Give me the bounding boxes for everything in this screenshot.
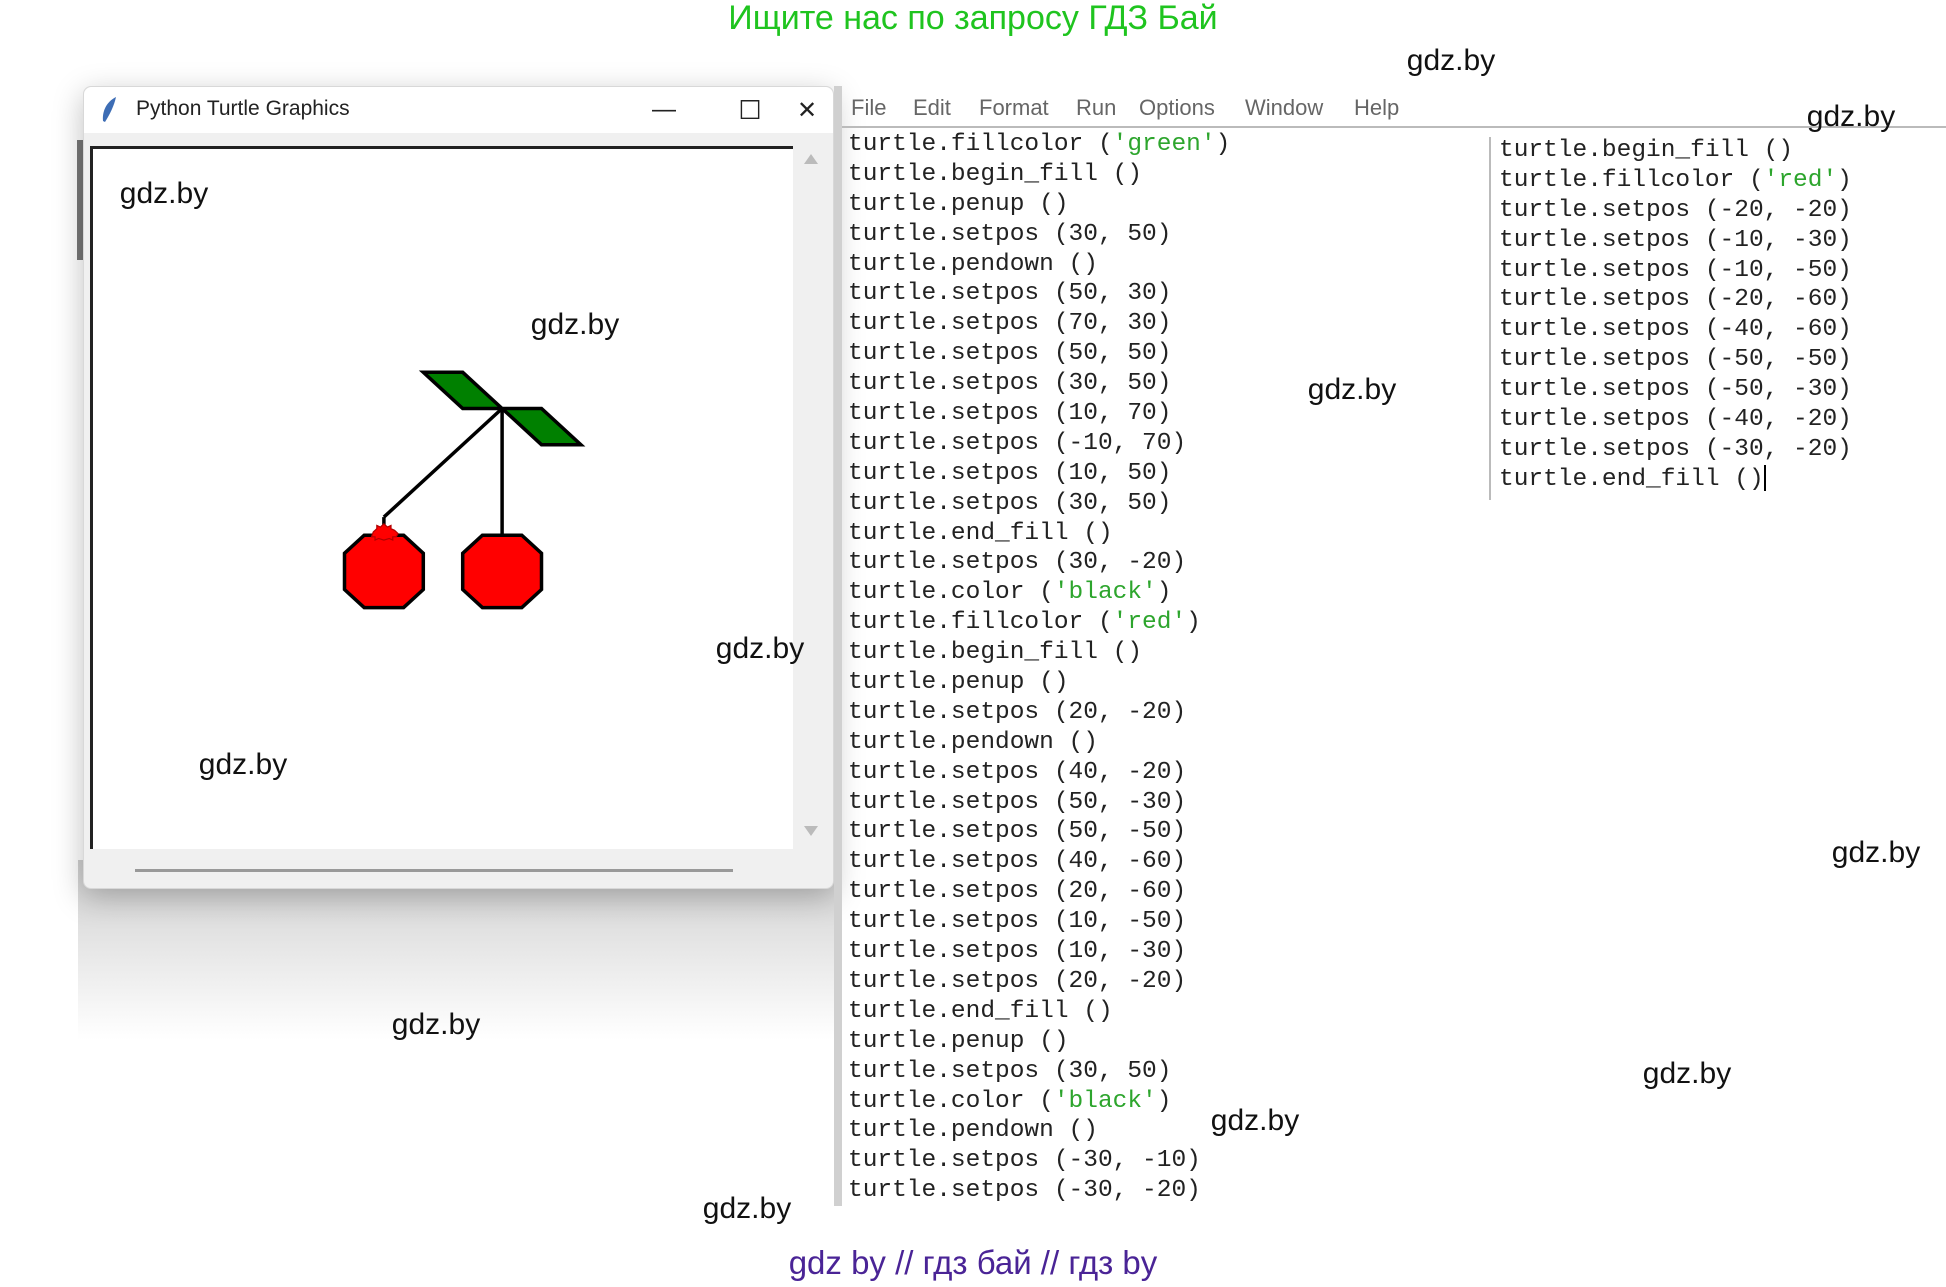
code-line: turtle.setpos (30, 50) [848, 1057, 1172, 1085]
code-line: turtle.setpos (-40, -60) [1499, 316, 1852, 344]
watermark: gdz.by [1307, 373, 1397, 406]
scroll-down-arrow-icon[interactable] [804, 826, 818, 836]
menu-edit[interactable]: Edit [913, 95, 951, 120]
title-bar[interactable]: Python Turtle Graphics — ☐ ✕ [84, 87, 833, 133]
watermark: gdz.by [530, 308, 620, 341]
code-line: turtle.fillcolor ('green') [848, 131, 1231, 158]
code-line: turtle.setpos (-50, -30) [1499, 376, 1852, 404]
code-line: turtle.setpos (30, 50) [848, 370, 1172, 398]
menu-options[interactable]: Options [1139, 95, 1215, 120]
text-cursor [1763, 465, 1766, 492]
turtle-graphics-window: Python Turtle Graphics — ☐ ✕ [83, 86, 834, 889]
window-title: Python Turtle Graphics [136, 97, 350, 120]
right-cherry [463, 535, 542, 607]
code-line: turtle.setpos (10, -50) [848, 908, 1187, 936]
code-line: turtle.pendown () [848, 250, 1098, 278]
code-line: turtle.end_fill () [1499, 465, 1766, 493]
code-line: turtle.setpos (50, 30) [848, 280, 1172, 308]
code-line: turtle.color ('black') [848, 1087, 1172, 1115]
code-line: turtle.setpos (50, -30) [848, 788, 1187, 816]
code-line: turtle.penup () [848, 190, 1069, 218]
footer-text: gdz by // гдз бай // гдз by [788, 1244, 1158, 1281]
code-line: turtle.pendown () [848, 1117, 1098, 1145]
code-line: turtle.color ('black') [848, 579, 1172, 607]
minimize-button[interactable]: — [652, 96, 676, 123]
code-line: turtle.setpos (10, 70) [848, 400, 1172, 428]
editor-divider [1489, 137, 1491, 500]
code-line: turtle.setpos (-50, -50) [1499, 346, 1852, 374]
code-line: turtle.setpos (70, 30) [848, 310, 1172, 338]
code-line: turtle.setpos (40, -60) [848, 848, 1187, 876]
background-window-edge [77, 140, 83, 260]
left-cherry [345, 535, 424, 607]
scroll-up-arrow-icon[interactable] [804, 154, 818, 164]
code-line: turtle.setpos (50, -50) [848, 818, 1187, 846]
code-line: turtle.setpos (-10, -30) [1499, 226, 1852, 254]
code-line: turtle.end_fill () [848, 519, 1113, 547]
code-line: turtle.pendown () [848, 728, 1098, 756]
idle-menu-bar: File Edit Format Run Options Window Help [842, 92, 1946, 128]
watermark: gdz.by [1406, 44, 1496, 77]
watermark: gdz.by [715, 632, 805, 665]
menu-run[interactable]: Run [1076, 95, 1117, 120]
code-line: turtle.setpos (-10, -50) [1499, 256, 1852, 284]
menu-window[interactable]: Window [1245, 95, 1324, 120]
window-shadow [78, 860, 838, 1040]
code-line: turtle.begin_fill () [848, 639, 1143, 667]
turtle-cursor-icon [371, 524, 398, 540]
code-line: turtle.end_fill () [848, 997, 1113, 1025]
code-line: turtle.setpos (-20, -60) [1499, 286, 1852, 314]
code-line: turtle.begin_fill () [1499, 137, 1794, 164]
code-line: turtle.begin_fill () [848, 160, 1143, 188]
close-button[interactable]: ✕ [796, 96, 818, 124]
left-stem [384, 409, 502, 518]
watermark: gdz.by [1210, 1104, 1300, 1137]
code-editor-right[interactable]: turtle.begin_fill () turtle.fillcolor ('r… [1499, 136, 1852, 495]
editor-left-border [834, 86, 842, 1206]
code-line: turtle.setpos (10, -30) [848, 938, 1187, 966]
code-line: turtle.setpos (-30, -20) [848, 1177, 1201, 1205]
watermark: gdz.by [119, 177, 209, 210]
code-line: turtle.setpos (30, 50) [848, 220, 1172, 248]
code-line: turtle.setpos (30, 50) [848, 489, 1172, 517]
code-line: turtle.setpos (20, -20) [848, 967, 1187, 995]
watermark: gdz.by [1831, 836, 1921, 869]
watermark: gdz.by [1642, 1057, 1732, 1090]
code-line: turtle.setpos (-30, -20) [1499, 435, 1852, 463]
code-line: turtle.setpos (-40, -20) [1499, 406, 1852, 434]
watermark: gdz.by [198, 748, 288, 781]
code-line: turtle.fillcolor ('red') [848, 609, 1201, 637]
watermark: gdz.by [702, 1192, 792, 1225]
code-line: turtle.setpos (30, -20) [848, 549, 1187, 577]
code-line: turtle.setpos (40, -20) [848, 758, 1187, 786]
code-editor-left[interactable]: turtle.fillcolor ('green') turtle.begin_f… [848, 130, 1230, 1206]
banner-text: Ищите нас по запросу ГДЗ Бай [728, 0, 1218, 37]
code-line: turtle.setpos (-20, -20) [1499, 196, 1852, 224]
code-line: turtle.penup () [848, 669, 1069, 697]
maximize-button[interactable]: ☐ [738, 94, 762, 125]
watermark: gdz.by [391, 1008, 481, 1041]
code-line: turtle.setpos (20, -20) [848, 698, 1187, 726]
code-line: turtle.setpos (-10, 70) [848, 429, 1187, 457]
turtle-canvas[interactable] [90, 146, 793, 849]
menu-format[interactable]: Format [979, 95, 1049, 120]
code-line: turtle.fillcolor ('red') [1499, 166, 1852, 194]
watermark: gdz.by [1806, 100, 1896, 133]
code-line: turtle.setpos (50, 50) [848, 340, 1172, 368]
code-line: turtle.penup () [848, 1027, 1069, 1055]
horizontal-scrollbar[interactable] [135, 869, 733, 872]
code-line: turtle.setpos (10, 50) [848, 459, 1172, 487]
vertical-scrollbar[interactable] [796, 146, 824, 846]
code-line: turtle.setpos (20, -60) [848, 878, 1187, 906]
feather-icon [102, 97, 116, 122]
code-line: turtle.setpos (-30, -10) [848, 1147, 1201, 1175]
menu-help[interactable]: Help [1354, 95, 1400, 120]
menu-file[interactable]: File [851, 95, 887, 120]
